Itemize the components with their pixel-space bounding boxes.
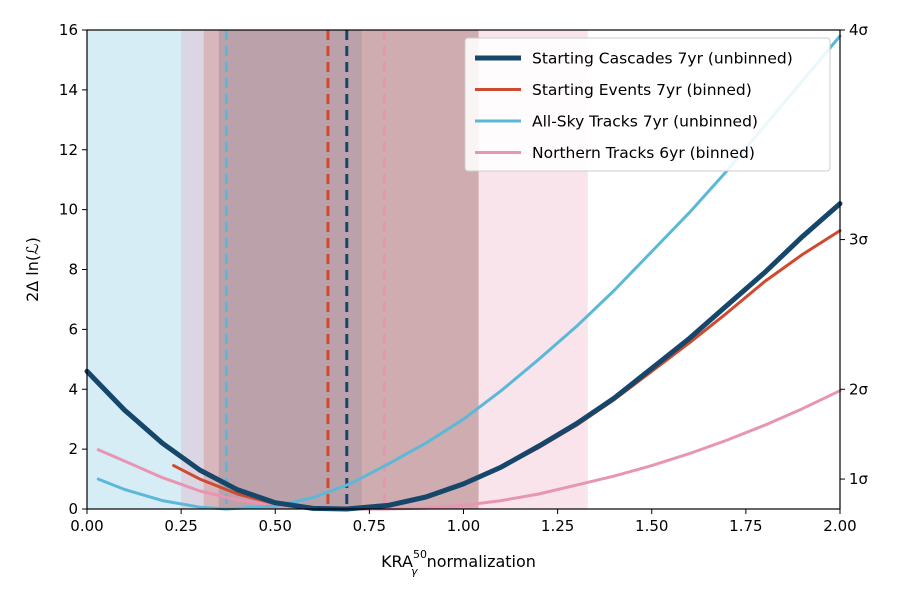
series-curve-3	[96, 34, 842, 511]
x-tick-label-7: 1.75	[729, 517, 762, 535]
y-axis-ticks: 0 2 4 6 8 10 12 14 16	[59, 21, 87, 518]
x-tick-label-1: 0.25	[164, 517, 197, 535]
series-curve-1	[84, 201, 843, 512]
x-axis-ticks: 0.00 0.25 0.50 0.75 1.00 1.25 1.50 1.75 2.00	[70, 509, 857, 535]
confidence-band-1	[218, 30, 479, 509]
x-axis-title: KRA50 γ normalization	[381, 548, 536, 578]
x-axis-title-main: KRA	[381, 552, 413, 571]
x-tick-label-5: 1.25	[541, 517, 574, 535]
y-tick-label-1: 2	[68, 440, 78, 458]
legend: Starting Cascades 7yr (unbinned) Starting…	[464, 37, 831, 172]
x-tick-label-8: 2.00	[823, 517, 856, 535]
sigma-tick-label-3: 4σ	[849, 21, 869, 39]
y-tick-label-4: 8	[68, 261, 78, 279]
x-tick-label-4: 1.00	[447, 517, 480, 535]
y-tick-label-5: 10	[59, 201, 78, 219]
legend-box	[464, 37, 831, 172]
x-axis-title-sub: γ	[411, 565, 418, 578]
sigma-axis-ticks: 1σ 2σ 3σ 4σ	[840, 21, 869, 488]
confidence-band-2	[203, 30, 479, 509]
legend-label-1: Starting Cascades 7yr (unbinned)	[532, 50, 793, 68]
x-axis-title-sup: 50	[413, 548, 427, 561]
x-axis-title-suffix: normalization	[421, 552, 535, 571]
legend-label-2: Starting Events 7yr (binned)	[532, 81, 752, 99]
y-tick-label-7: 14	[59, 81, 78, 99]
series-curve-4	[96, 389, 842, 511]
y-tick-label-8: 16	[59, 21, 78, 39]
x-tick-label-3: 0.75	[353, 517, 386, 535]
y-tick-label-2: 4	[68, 380, 78, 398]
sigma-tick-label-1: 2σ	[849, 380, 869, 398]
legend-label-3: All-Sky Tracks 7yr (unbinned)	[532, 113, 758, 131]
legend-label-4: Northern Tracks 6yr (binned)	[532, 144, 755, 162]
likelihood-curves	[84, 34, 843, 512]
sigma-tick-label-2: 3σ	[849, 231, 869, 249]
x-tick-label-6: 1.50	[635, 517, 668, 535]
x-tick-label-0: 0.00	[70, 517, 103, 535]
y-tick-label-3: 6	[68, 320, 78, 338]
x-tick-label-2: 0.50	[259, 517, 292, 535]
y-axis-title: 2Δ ln(ℒ)	[23, 237, 42, 302]
sigma-tick-label-0: 1σ	[849, 470, 869, 488]
confidence-band-3	[87, 30, 362, 509]
y-tick-label-6: 12	[59, 141, 78, 159]
y-tick-label-0: 0	[68, 500, 78, 518]
